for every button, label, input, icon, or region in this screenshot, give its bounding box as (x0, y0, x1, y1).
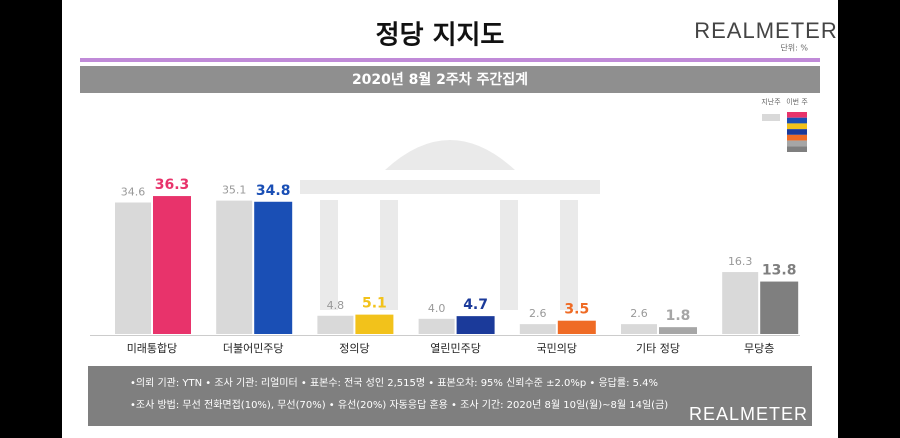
value-label: 34.8 (256, 183, 291, 199)
bar-current (760, 281, 799, 334)
notes-box (88, 366, 812, 426)
bar-previous (621, 324, 657, 334)
chart-title: 정당 지지도 (376, 21, 505, 51)
background-emblem (300, 140, 600, 310)
value-label: 2.6 (529, 307, 547, 320)
bar-previous (418, 318, 455, 334)
value-label: 34.6 (121, 186, 146, 199)
bar-current (153, 196, 191, 334)
value-label: 3.5 (564, 302, 589, 318)
legend-swatch (787, 140, 807, 147)
legend-label: 지난주 (761, 97, 781, 106)
value-label: 4.0 (428, 302, 446, 315)
baseline (90, 335, 800, 336)
x-tick-label: 미래통합당 (127, 342, 178, 355)
bar-previous (115, 202, 151, 334)
value-label: 1.8 (666, 308, 691, 324)
brand: REALMETER (694, 18, 837, 43)
value-label: 4.8 (327, 299, 345, 312)
subtitle: 2020년 8월 2주차 주간집계 (352, 71, 528, 88)
bar-previous (317, 315, 354, 334)
legend-swatch (787, 117, 807, 124)
legend-swatch (787, 123, 807, 130)
bar-current (254, 201, 293, 334)
bar-current (557, 320, 596, 334)
bar-previous (722, 272, 759, 334)
x-tick-label: 무당층 (744, 342, 774, 355)
legend-swatch (787, 129, 807, 135)
value-label: 5.1 (362, 296, 387, 312)
note: •조사 방법: 무선 전화면접(10%), 무선(70%) • 유선(20%) … (130, 398, 668, 411)
bar-current (659, 327, 697, 334)
accent-line (80, 58, 820, 62)
bar-previous (519, 324, 556, 334)
unit: 단위: % (780, 43, 808, 53)
legend-swatch (787, 112, 807, 118)
legend-swatch (787, 134, 807, 141)
value-label: 16.3 (728, 255, 753, 268)
x-tick-label: 정의당 (339, 342, 369, 355)
x-tick-label: 기타 정당 (636, 342, 680, 355)
x-tick-label: 국민의당 (537, 342, 577, 355)
legend-label: 이번 주 (786, 97, 808, 106)
brand-footer: REALMETER (689, 404, 808, 424)
legend-swatch (762, 114, 780, 121)
x-tick-label: 더불어민주당 (223, 342, 284, 355)
bar-current (456, 316, 495, 334)
x-tick-label: 열린민주당 (430, 342, 481, 355)
value-label: 4.7 (463, 297, 488, 313)
legend-swatch (787, 146, 807, 152)
value-label: 35.1 (222, 184, 247, 197)
value-label: 36.3 (155, 177, 190, 193)
subtitle-band (80, 66, 820, 93)
bar-current (355, 314, 394, 334)
value-label: 2.6 (630, 307, 648, 320)
note: •의뢰 기관: YTN • 조사 기관: 리얼미터 • 표본수: 전국 성인 2… (130, 377, 658, 389)
bar-previous (216, 200, 253, 334)
value-label: 13.8 (762, 263, 797, 279)
